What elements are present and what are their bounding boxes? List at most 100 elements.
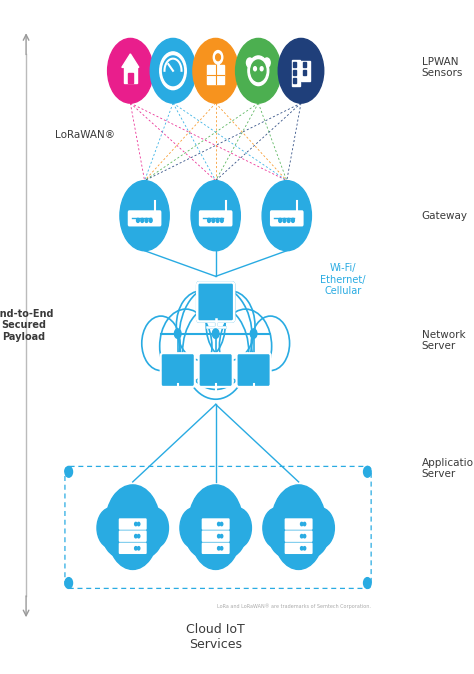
Circle shape [135,534,137,538]
Text: LPWAN
Sensors: LPWAN Sensors [422,57,463,78]
Circle shape [120,489,157,541]
Circle shape [137,547,140,550]
FancyBboxPatch shape [284,518,313,530]
Circle shape [262,181,311,251]
Circle shape [208,218,210,222]
Circle shape [263,508,292,548]
Circle shape [137,218,139,222]
Circle shape [286,489,323,541]
Circle shape [278,38,324,103]
Circle shape [125,503,164,557]
FancyBboxPatch shape [199,210,232,226]
Circle shape [264,58,270,67]
Circle shape [163,56,183,86]
Polygon shape [122,54,139,67]
Circle shape [218,534,220,538]
Circle shape [364,466,371,477]
Circle shape [174,329,181,338]
Circle shape [180,508,209,548]
Circle shape [97,508,126,548]
FancyBboxPatch shape [118,530,147,542]
FancyBboxPatch shape [270,210,304,226]
Circle shape [223,508,251,548]
FancyBboxPatch shape [118,543,147,554]
Text: Network
Server: Network Server [422,330,465,351]
Circle shape [220,534,223,538]
Circle shape [364,578,371,588]
Circle shape [236,38,281,103]
Circle shape [248,56,269,86]
Circle shape [303,522,306,526]
Circle shape [208,503,247,557]
Circle shape [101,503,140,557]
Circle shape [301,522,303,526]
Text: Application
Server: Application Server [422,458,474,479]
Circle shape [279,218,282,222]
Circle shape [141,218,144,222]
Circle shape [191,499,240,570]
Circle shape [301,547,303,550]
Circle shape [303,547,306,550]
Circle shape [65,578,73,588]
Circle shape [108,38,153,103]
Circle shape [274,499,323,570]
Text: Wi-Fi/
Ethernet/
Cellular: Wi-Fi/ Ethernet/ Cellular [320,263,365,297]
Circle shape [216,218,219,222]
Circle shape [212,218,215,222]
Circle shape [272,485,326,562]
FancyBboxPatch shape [201,518,229,530]
Circle shape [191,181,240,251]
Circle shape [220,547,223,550]
FancyBboxPatch shape [293,62,296,67]
Circle shape [291,503,330,557]
Circle shape [216,54,220,61]
Circle shape [260,67,263,71]
Circle shape [184,503,223,557]
Circle shape [246,58,253,67]
Circle shape [254,67,256,71]
Circle shape [142,316,180,371]
Circle shape [182,305,249,399]
FancyBboxPatch shape [301,61,310,81]
Circle shape [120,181,169,251]
Circle shape [193,38,238,103]
FancyBboxPatch shape [118,518,147,530]
FancyBboxPatch shape [197,282,234,321]
Circle shape [212,329,219,338]
Circle shape [149,218,152,222]
Circle shape [274,489,311,541]
Circle shape [145,218,148,222]
Circle shape [189,485,243,562]
Circle shape [65,466,73,477]
FancyBboxPatch shape [284,530,313,542]
Circle shape [213,51,223,64]
Circle shape [206,291,255,361]
Circle shape [251,316,290,371]
FancyBboxPatch shape [292,60,300,86]
Circle shape [283,218,286,222]
Circle shape [176,291,225,361]
Circle shape [250,329,257,338]
Circle shape [106,485,160,562]
Circle shape [109,489,145,541]
Circle shape [292,218,294,222]
Circle shape [140,508,168,548]
FancyBboxPatch shape [124,66,137,83]
Circle shape [160,52,186,90]
Circle shape [137,522,140,526]
FancyBboxPatch shape [201,543,229,554]
FancyBboxPatch shape [303,62,306,67]
Circle shape [251,60,266,82]
Circle shape [287,218,290,222]
Circle shape [179,285,252,390]
FancyBboxPatch shape [128,210,161,226]
FancyBboxPatch shape [199,354,232,386]
FancyBboxPatch shape [237,354,270,386]
FancyBboxPatch shape [303,70,306,75]
Circle shape [135,547,137,550]
Circle shape [303,534,306,538]
Circle shape [160,309,212,384]
Text: LoRa and LoRaWAN® are trademarks of Semtech Corporation.: LoRa and LoRaWAN® are trademarks of Semt… [217,604,371,609]
Circle shape [135,522,137,526]
Text: Cloud IoT
Services: Cloud IoT Services [186,623,245,651]
